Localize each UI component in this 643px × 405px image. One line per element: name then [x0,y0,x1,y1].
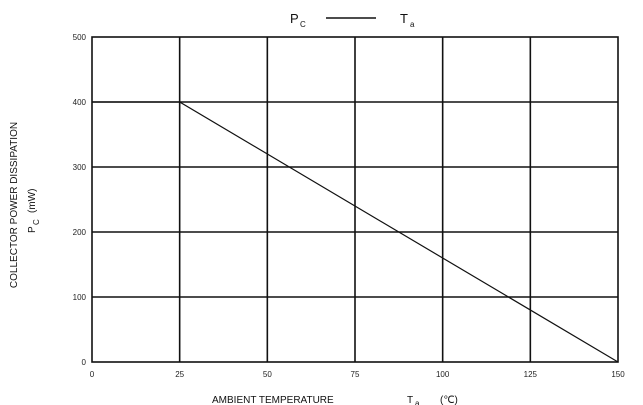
x-tick-label-75: 75 [351,370,360,379]
x-axis-label-main: AMBIENT TEMPERATURE [212,395,334,405]
x-axis-label: AMBIENT TEMPERATURE T a (℃) [212,395,458,405]
y-tick-label-100: 100 [73,293,87,302]
y-tick-label-300: 300 [73,163,87,172]
title-right-subscript: a [410,20,415,29]
tick-labels: 0 25 50 75 100 125 150 0 100 200 300 400 500 [73,33,626,379]
title-left-symbol: P [290,11,299,26]
series-line-0 [92,101,619,363]
grid [92,37,618,362]
y-axis-label-line1: COLLECTOR POWER DISSIPATION [9,122,20,288]
y-axis-label: COLLECTOR POWER DISSIPATION P C (mW) [9,122,41,288]
x-tick-label-50: 50 [263,370,272,379]
plot-frame [91,36,619,363]
chart-title: P C T a [290,11,415,29]
y-axis-label-unit: (mW) [27,189,38,213]
x-tick-label-150: 150 [611,370,625,379]
title-left-subscript: C [300,20,306,29]
x-tick-label-0: 0 [90,370,95,379]
y-tick-label-0: 0 [82,358,87,367]
y-tick-label-500: 500 [73,33,87,42]
y-axis-label-subscript: C [32,219,41,225]
title-right-symbol: T [400,11,408,26]
x-tick-label-25: 25 [175,370,184,379]
x-tick-label-100: 100 [436,370,450,379]
x-axis-label-subscript: a [415,399,420,405]
x-axis-label-symbol: T [407,395,413,405]
y-tick-label-200: 200 [73,228,87,237]
y-tick-label-400: 400 [73,98,87,107]
y-axis-label-symbol: P [27,226,38,233]
x-axis-label-unit: (℃) [440,395,458,405]
series-layer [92,101,619,363]
x-tick-label-125: 125 [524,370,538,379]
